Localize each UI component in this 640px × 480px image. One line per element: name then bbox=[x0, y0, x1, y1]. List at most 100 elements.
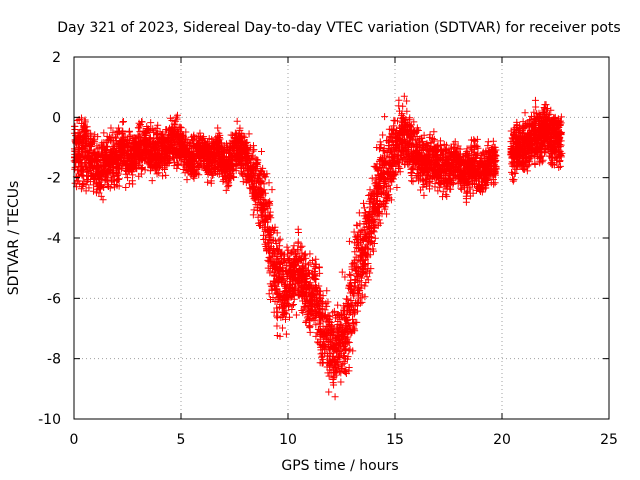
data-point bbox=[345, 237, 353, 245]
data-point bbox=[130, 150, 138, 158]
data-point bbox=[462, 198, 470, 206]
data-point bbox=[78, 171, 86, 179]
data-point bbox=[312, 255, 320, 263]
data-point bbox=[200, 161, 208, 169]
data-point bbox=[122, 184, 130, 192]
data-point bbox=[125, 180, 133, 188]
data-point bbox=[87, 143, 95, 151]
data-point bbox=[183, 145, 191, 153]
data-point bbox=[97, 149, 105, 157]
data-point bbox=[172, 146, 180, 154]
data-point bbox=[265, 179, 273, 187]
data-point bbox=[104, 162, 112, 170]
data-point bbox=[184, 138, 192, 146]
data-point bbox=[451, 143, 459, 151]
data-point bbox=[110, 138, 118, 146]
data-point bbox=[379, 131, 387, 139]
data-point bbox=[164, 160, 172, 168]
data-point bbox=[137, 165, 145, 173]
data-point bbox=[81, 116, 89, 124]
data-point bbox=[383, 210, 391, 218]
data-point bbox=[99, 196, 107, 204]
data-point bbox=[100, 129, 108, 137]
data-point bbox=[420, 191, 428, 199]
data-point bbox=[189, 152, 197, 160]
data-point bbox=[294, 225, 302, 233]
data-point bbox=[119, 117, 127, 125]
data-point bbox=[134, 124, 142, 132]
data-point bbox=[104, 182, 112, 190]
data-point bbox=[135, 119, 143, 127]
data-point bbox=[353, 221, 361, 229]
data-point bbox=[93, 179, 101, 187]
data-point bbox=[168, 127, 176, 135]
data-point bbox=[135, 172, 143, 180]
data-point bbox=[173, 154, 181, 162]
data-point bbox=[129, 171, 137, 179]
data-point bbox=[152, 151, 160, 159]
data-point bbox=[443, 192, 451, 200]
data-point bbox=[94, 133, 102, 141]
data-point bbox=[114, 162, 122, 170]
data-point bbox=[98, 150, 106, 158]
data-point bbox=[82, 187, 90, 195]
data-point bbox=[87, 129, 95, 137]
data-point bbox=[109, 147, 117, 155]
data-point bbox=[120, 149, 128, 157]
data-point bbox=[172, 113, 180, 121]
data-point bbox=[182, 128, 190, 136]
data-point bbox=[125, 128, 133, 136]
data-point bbox=[510, 176, 518, 184]
data-point bbox=[129, 160, 137, 168]
data-point bbox=[145, 134, 153, 142]
data-point bbox=[195, 171, 203, 179]
data-point bbox=[71, 150, 79, 158]
data-point bbox=[158, 131, 166, 139]
data-point bbox=[200, 133, 208, 141]
data-point bbox=[282, 330, 290, 338]
data-point bbox=[141, 166, 149, 174]
data-point bbox=[189, 162, 197, 170]
data-point bbox=[344, 295, 352, 303]
data-point bbox=[108, 176, 116, 184]
data-point bbox=[325, 388, 333, 396]
data-point bbox=[83, 127, 91, 135]
data-point bbox=[83, 148, 91, 156]
data-point bbox=[283, 243, 291, 251]
data-point bbox=[141, 128, 149, 136]
data-point bbox=[147, 119, 155, 127]
data-point bbox=[258, 147, 266, 155]
data-point bbox=[306, 250, 314, 258]
data-point bbox=[189, 167, 197, 175]
data-point bbox=[174, 161, 182, 169]
grid-lines bbox=[74, 57, 609, 419]
data-point bbox=[358, 298, 366, 306]
data-point bbox=[509, 177, 517, 185]
data-point bbox=[157, 155, 165, 163]
data-point bbox=[484, 138, 492, 146]
data-point bbox=[390, 116, 398, 124]
data-point bbox=[177, 124, 185, 132]
data-point bbox=[393, 184, 401, 192]
data-point bbox=[102, 168, 110, 176]
data-point bbox=[399, 102, 407, 110]
data-point bbox=[103, 132, 111, 140]
data-point bbox=[135, 146, 143, 154]
data-point bbox=[119, 118, 127, 126]
data-point bbox=[112, 134, 120, 142]
data-point bbox=[195, 154, 203, 162]
data-point bbox=[178, 136, 186, 144]
data-point bbox=[129, 140, 137, 148]
data-point bbox=[292, 311, 300, 319]
data-point bbox=[107, 124, 115, 132]
data-point bbox=[110, 159, 118, 167]
data-point bbox=[76, 168, 84, 176]
data-point bbox=[190, 169, 197, 177]
data-point bbox=[103, 159, 111, 167]
data-point bbox=[276, 235, 284, 243]
data-point bbox=[152, 152, 160, 160]
data-point bbox=[131, 156, 139, 164]
data-point bbox=[145, 147, 153, 155]
data-point bbox=[521, 109, 529, 117]
